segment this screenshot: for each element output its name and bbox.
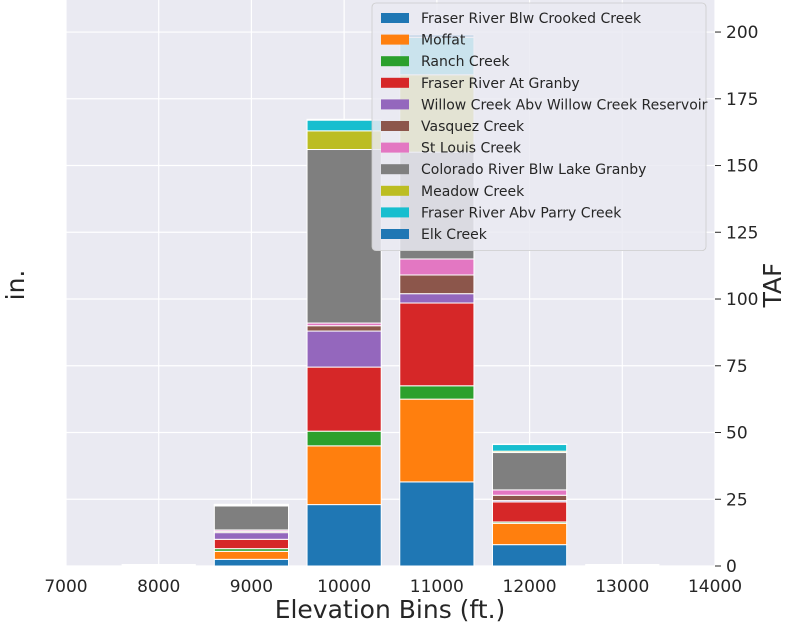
bar-segment-11000-3: [399, 302, 475, 387]
bar-segment-9000-3: [213, 538, 290, 550]
bar-segment-11000-0: [399, 481, 475, 567]
x-tick-label-1: 8000: [137, 577, 180, 597]
bar-segment-12000-6: [491, 489, 568, 496]
bar-segment-10000-8: [306, 130, 382, 151]
x-tick-label-2: 9000: [230, 577, 273, 597]
bar-segment-12000-10: [491, 443, 568, 446]
bar-segment-10000-0: [306, 504, 382, 567]
empty-bar-13000: [585, 564, 660, 566]
legend-swatch-1: [381, 34, 409, 45]
bar-segment-9000-7: [213, 505, 290, 531]
legend-swatch-9: [381, 207, 409, 218]
bar-segment-10000-7: [306, 149, 382, 324]
bar-segment-12000-1: [491, 522, 568, 546]
empty-bar-8000: [121, 564, 196, 566]
legend-label-7: Colorado River Blw Lake Granby: [421, 162, 646, 178]
y-axis-title-right: TAF: [758, 263, 787, 309]
y-axis-title-left: in.: [1, 270, 30, 301]
y-tick-label-3: 75: [726, 357, 748, 377]
bar-segment-12000-3: [491, 501, 568, 523]
legend-swatch-7: [381, 164, 409, 175]
y-tick-label-1: 25: [726, 490, 748, 510]
legend-swatch-8: [381, 185, 409, 196]
bar-segment-9000-1: [213, 550, 290, 560]
legend-swatch-3: [381, 77, 409, 88]
bar-segment-10000-5: [306, 325, 382, 332]
y-axis-ticks: 0 25 50 75 100 125 150 175 200: [715, 23, 758, 577]
bar-segment-10000-10: [306, 118, 382, 121]
y-tick-label-0: 0: [726, 557, 737, 577]
bar-segment-10000-2: [306, 430, 382, 447]
bar-segment-11000-1: [399, 398, 475, 483]
bar-segment-11000-2: [399, 385, 475, 400]
legend-label-10: Elk Creek: [421, 227, 488, 243]
legend-label-2: Ranch Creek: [421, 54, 510, 70]
legend-label-1: Moffat: [421, 33, 466, 49]
bar-segment-11000-4: [399, 293, 475, 304]
y-tick-label-7: 175: [726, 90, 758, 110]
legend-swatch-6: [381, 142, 409, 153]
bar-segment-12000-7: [491, 452, 568, 491]
legend-label-6: St Louis Creek: [421, 141, 522, 157]
x-tick-label-4: 11000: [410, 577, 464, 597]
legend-box: [371, 2, 707, 252]
x-tick-label-7: 14000: [688, 577, 742, 597]
y-tick-label-6: 150: [726, 157, 758, 177]
legend-label-9: Fraser River Abv Parry Creek: [421, 205, 622, 221]
legend-label-4: Willow Creek Abv Willow Creek Reservoir: [421, 97, 708, 113]
y-tick-label-2: 50: [726, 424, 748, 444]
legend-label-3: Fraser River At Granby: [421, 76, 580, 92]
legend-swatch-4: [381, 99, 409, 110]
legend-swatch-5: [381, 121, 409, 131]
y-tick-label-4: 100: [726, 290, 758, 310]
legend-swatch-2: [381, 56, 409, 67]
y-tick-label-8: 200: [726, 23, 758, 43]
bar-segment-11000-6: [399, 258, 475, 276]
bar-segment-10000-1: [306, 445, 382, 506]
bar-segment-10000-3: [306, 366, 382, 432]
x-axis-ticks: 7000 8000 9000 10000 11000 12000 13000 14000: [44, 577, 742, 597]
bar-segment-11000-5: [399, 274, 475, 295]
legend-label-5: Vasquez Creek: [421, 119, 525, 135]
legend: Fraser River Blw Crooked Creek Moffat Ranc…: [371, 2, 708, 252]
x-tick-label-5: 12000: [503, 577, 557, 597]
bar-segment-12000-9: [491, 444, 568, 452]
bar-segment-9000-4: [213, 532, 290, 540]
y-tick-label-5: 125: [726, 223, 758, 243]
x-tick-label-6: 13000: [595, 577, 649, 597]
x-tick-label-3: 10000: [317, 577, 371, 597]
bar-segment-10000-9: [306, 119, 382, 132]
x-tick-label-0: 7000: [44, 577, 87, 597]
bar-segment-9000-0: [213, 558, 290, 567]
legend-swatch-0: [381, 13, 409, 23]
bar-segment-10000-4: [306, 330, 382, 368]
legend-swatch-10: [381, 229, 409, 239]
legend-label-8: Meadow Creek: [421, 184, 525, 200]
bar-segment-12000-0: [491, 544, 568, 567]
x-axis-title: Elevation Bins (ft.): [275, 595, 506, 624]
bar-segment-12000-5: [491, 494, 568, 502]
legend-label-0: Fraser River Blw Crooked Creek: [421, 11, 642, 27]
